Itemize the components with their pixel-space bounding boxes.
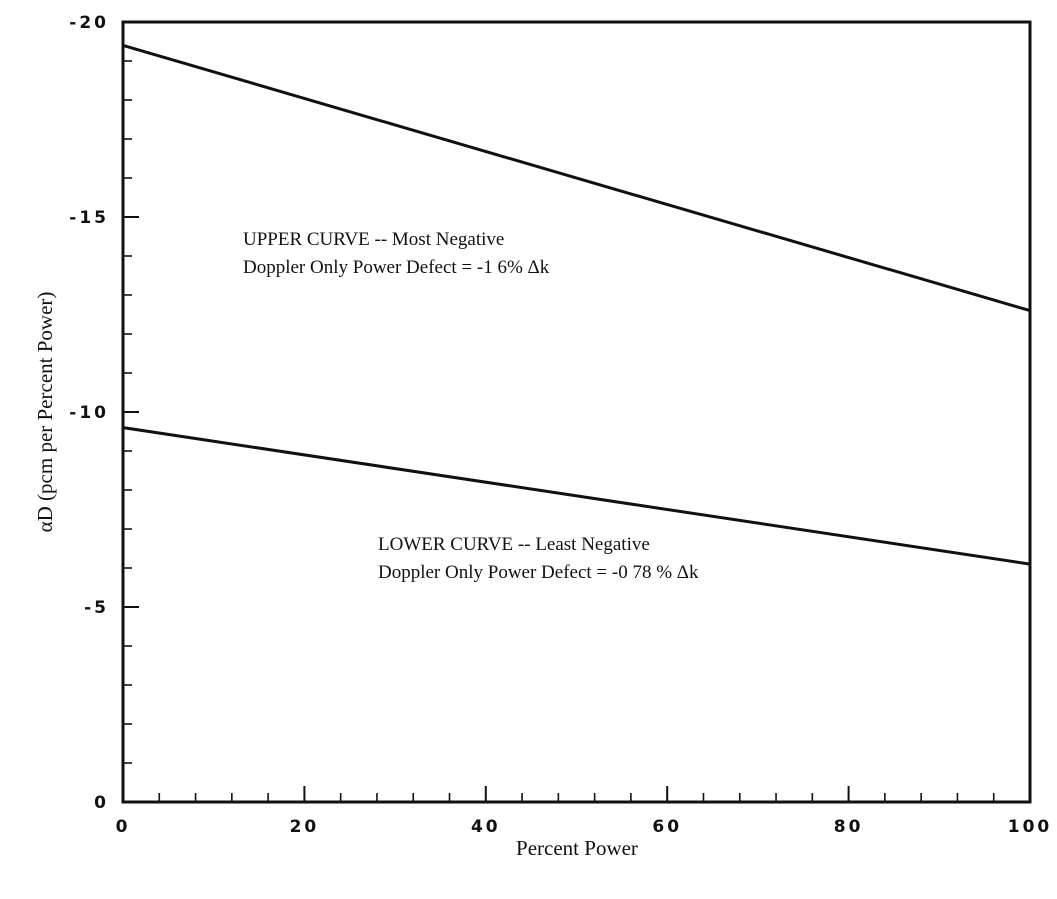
series-layer	[122, 43, 1031, 566]
y-tick-label: -10	[69, 403, 109, 423]
lower-curve-annotation-line1: LOWER CURVE -- Least Negative	[378, 534, 650, 555]
x-tick-label: 0	[116, 817, 131, 837]
y-axis-title: αD (pcm per Percent Power)	[33, 292, 57, 533]
y-tick-label: -5	[84, 598, 109, 618]
x-tick-label: 80	[834, 817, 864, 837]
upper-curve-annotation-line1: UPPER CURVE -- Most Negative	[243, 229, 504, 250]
x-tick-labels: 0 20 40 60 80 100	[116, 817, 1053, 837]
y-tick-labels: 0 -5 -10 -15 -20	[69, 13, 109, 813]
x-tick-label: 20	[290, 817, 320, 837]
x-tick-label: 100	[1008, 817, 1053, 837]
minor-ticks	[122, 21, 1031, 803]
x-tick-label: 60	[652, 817, 682, 837]
upper-curve-line	[122, 43, 1031, 313]
plot-frame	[121, 20, 1032, 804]
x-axis-title: Percent Power	[516, 836, 638, 860]
x-tick-label: 40	[471, 817, 501, 837]
upper-curve-annotation-line2: Doppler Only Power Defect = -1 6% Δk	[243, 257, 550, 278]
y-tick-label: -15	[69, 208, 109, 228]
lower-curve-line	[122, 426, 1031, 566]
y-tick-label: 0	[94, 793, 109, 813]
y-tick-label: -20	[69, 13, 109, 33]
major-ticks	[122, 21, 1031, 803]
lower-curve-annotation-line2: Doppler Only Power Defect = -0 78 % Δk	[378, 562, 699, 583]
